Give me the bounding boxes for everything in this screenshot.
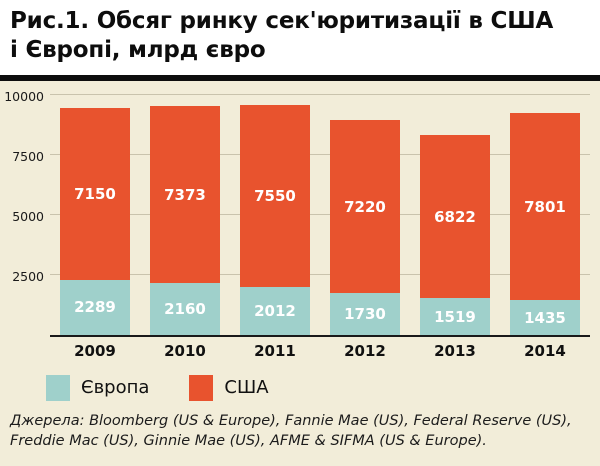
gridline [50,93,590,95]
plot-area: 2289 7150 2009 2160 7373 2010 2012 7550 2011 1730… [50,93,590,360]
stacked-bar: 2160 7373 [150,106,220,335]
stacked-bar: 1435 7801 [510,113,580,335]
bar-value-label: 2012 [254,301,296,320]
bars-row: 2289 7150 2009 2160 7373 2010 2012 7550 2011 1730… [50,97,590,360]
bar-group-2012: 1730 7220 2012 [320,97,410,360]
x-axis-label: 2012 [344,341,386,360]
bar-value-label: 6822 [434,207,476,226]
stacked-bar: 2289 7150 [60,108,130,335]
bar-value-label: 1519 [434,307,476,326]
bar-value-label: 7220 [344,197,386,216]
bar-segment-usa: 7150 [60,108,130,280]
bar-group-2013: 1519 6822 2013 [410,97,500,360]
bar-segment-usa: 7801 [510,113,580,301]
bar-segment-europe: 1730 [330,293,400,335]
legend-item-europe: Європа [46,374,150,401]
x-axis-label: 2014 [524,341,566,360]
y-axis-tick-label: 5000 [12,208,44,224]
bar-value-label: 1435 [524,308,566,327]
stacked-bar: 1519 6822 [420,134,490,335]
bar-value-label: 7150 [74,185,116,204]
figure-header: Рис.1. Обсяг ринку сек'юритизації в США … [0,0,600,81]
bar-group-2010: 2160 7373 2010 [140,97,230,360]
source-note: Джерела: Bloomberg (US & Europe), Fannie… [10,412,572,450]
x-axis-label: 2011 [254,341,296,360]
bar-value-label: 7550 [254,187,296,205]
legend-swatch-europe [46,374,70,401]
x-axis-label: 2010 [164,341,206,360]
bar-group-2009: 2289 7150 2009 [50,97,140,360]
bar-group-2014: 1435 7801 2014 [500,97,590,360]
bar-value-label: 7373 [164,185,206,204]
bar-value-label: 7801 [524,197,566,216]
legend-label-usa: США [224,377,269,399]
bar-group-2011: 2012 7550 2011 [230,97,320,360]
y-axis-tick-label: 2500 [12,268,44,284]
legend-swatch-usa [189,374,214,401]
bar-segment-europe: 2289 [60,279,130,335]
bar-segment-usa: 7373 [150,106,220,284]
figure-title-line2: і Європі, млрд євро [10,37,266,64]
bar-value-label: 2160 [164,299,206,318]
stacked-bar: 1730 7220 [330,120,400,335]
bar-value-label: 2289 [74,298,116,317]
y-axis-tick-label: 10000 [4,88,44,104]
chart-area: 2289 7150 2009 2160 7373 2010 2012 7550 2011 1730… [0,81,600,369]
gridline [50,213,590,215]
bar-segment-usa: 7550 [240,105,310,287]
gridline [50,153,590,155]
bar-segment-europe: 1519 [420,298,490,335]
bar-segment-europe: 2160 [150,283,220,335]
legend: Європа США [0,369,600,401]
bar-segment-europe: 1435 [510,300,580,335]
y-axis-tick-label: 7500 [12,148,44,164]
bar-value-label: 1730 [344,305,386,324]
bar-segment-europe: 2012 [240,286,310,335]
x-axis-label: 2013 [434,341,476,360]
x-axis-label: 2009 [74,341,116,360]
gridline [50,273,590,275]
stacked-bar: 2012 7550 [240,105,310,335]
legend-item-usa: США [189,374,269,401]
bar-segment-usa: 6822 [420,134,490,299]
figure-title-line1: Рис.1. Обсяг ринку сек'юритизації в США [10,8,554,34]
bar-segment-usa: 7220 [330,120,400,294]
legend-label-europe: Європа [81,377,150,399]
